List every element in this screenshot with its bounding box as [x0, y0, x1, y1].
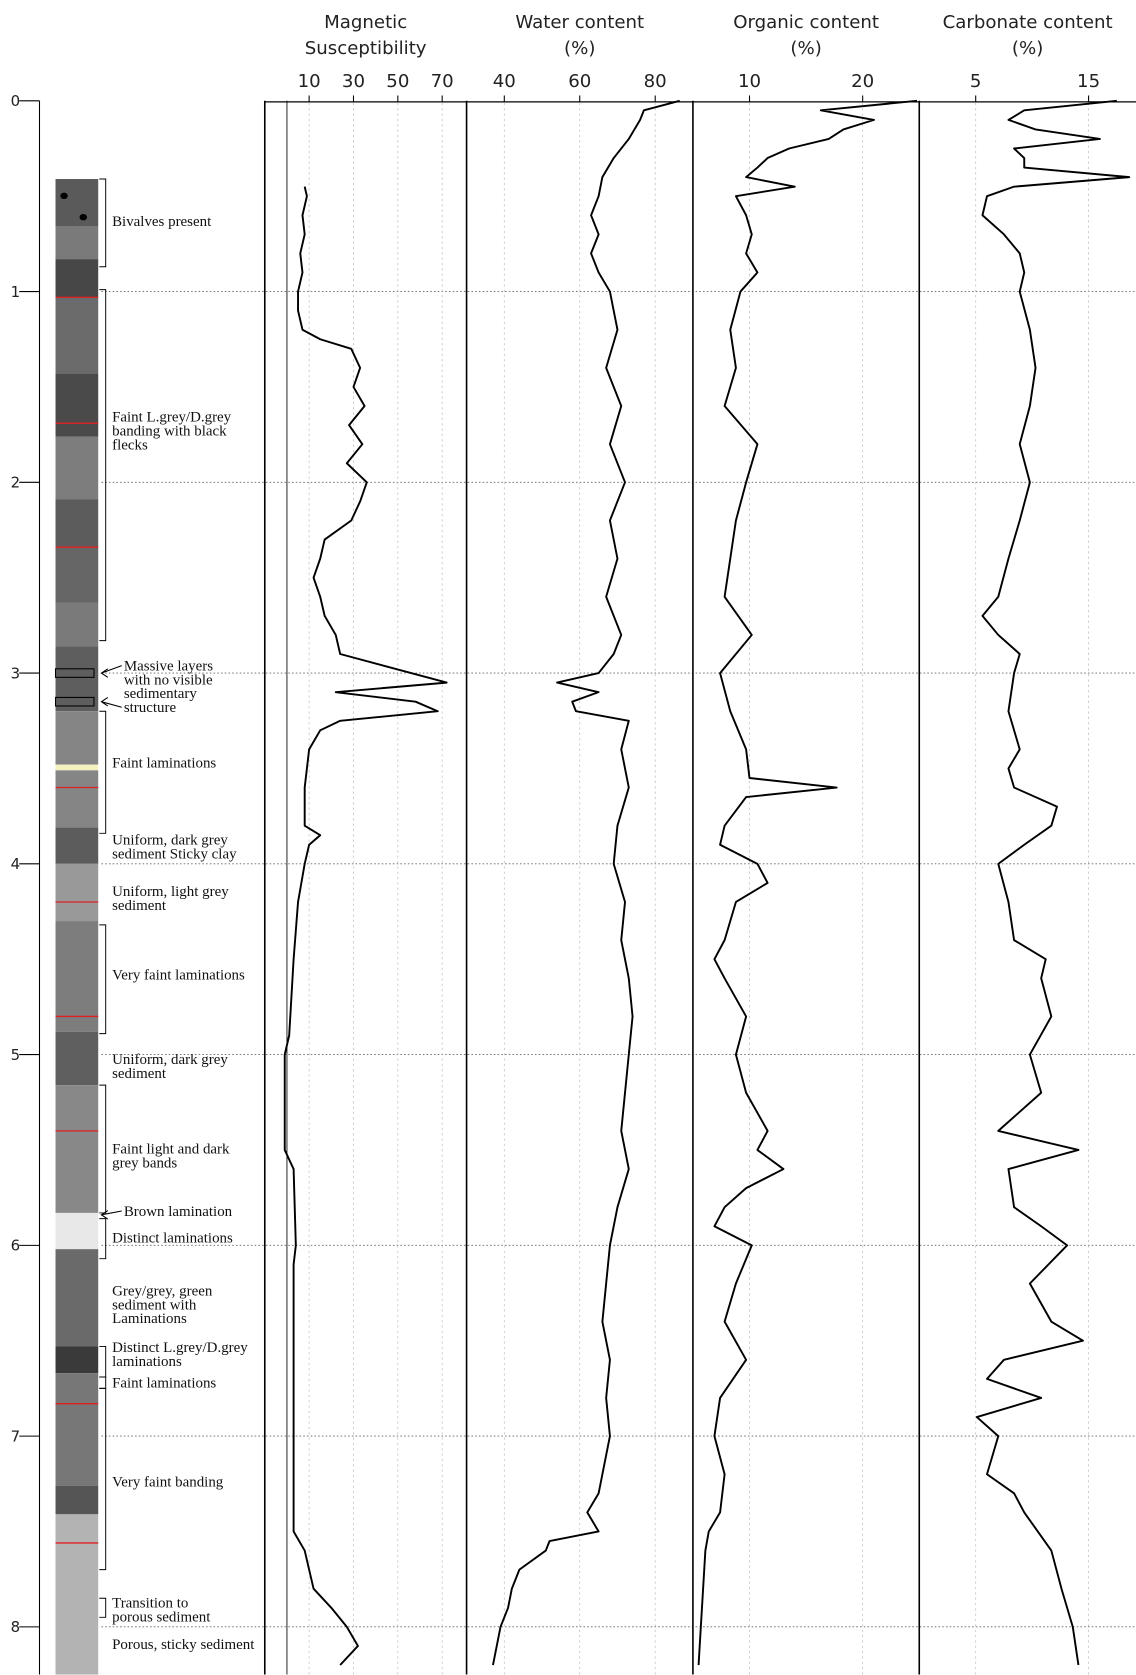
x-tick-label: 20: [851, 71, 874, 92]
core-unit: [56, 770, 99, 827]
description-text: structure: [124, 700, 177, 716]
x-tick-label: 50: [386, 71, 409, 92]
description-text: Bivalves present: [112, 214, 212, 230]
core-unit: [56, 1032, 99, 1085]
description-text: Very faint banding: [112, 1475, 224, 1491]
description-text: Faint laminations: [112, 756, 216, 772]
description-text: Very faint laminations: [112, 967, 245, 983]
description-text: flecks: [112, 438, 148, 454]
figure: 012345678Bivalves presentFaint L.grey/D.…: [0, 0, 1136, 1675]
description-text: Laminations: [112, 1311, 187, 1327]
core-unit: [56, 547, 99, 602]
x-tick-label: 40: [493, 71, 516, 92]
core-unit: [56, 1514, 99, 1674]
depth-tick-label: 6: [11, 1237, 21, 1255]
depth-tick-label: 4: [11, 855, 21, 873]
core-unit: [56, 227, 99, 259]
core-unit: [56, 921, 99, 1032]
x-tick-label: 10: [738, 71, 761, 92]
core-unit: [56, 646, 99, 711]
core-unit: [56, 828, 99, 864]
depth-tick-label: 2: [11, 474, 21, 492]
x-tick-label: 30: [342, 71, 365, 92]
description-text: laminations: [112, 1354, 182, 1370]
core-unit: [56, 179, 99, 227]
bivalve-icon: [80, 214, 87, 220]
description-text: Porous, sticky sediment: [112, 1637, 255, 1653]
core-unit: [56, 499, 99, 547]
x-tick-label: 70: [431, 71, 454, 92]
core-unit: [56, 1249, 99, 1346]
panel-title: Carbonate content: [943, 12, 1113, 33]
core-unit: [56, 374, 99, 437]
panel-title: Magnetic: [324, 12, 407, 33]
depth-tick-label: 0: [11, 92, 21, 110]
bivalve-icon: [60, 193, 67, 199]
description-text: sediment: [112, 1066, 167, 1082]
core-unit: [56, 1213, 99, 1249]
depth-tick-label: 1: [11, 283, 21, 301]
core-unit: [56, 1486, 99, 1515]
panel-title: (%): [1012, 38, 1043, 59]
core-unit: [56, 437, 99, 500]
core-unit: [56, 711, 99, 764]
core-unit: [56, 259, 99, 297]
depth-tick-label: 5: [11, 1046, 21, 1064]
core-unit: [56, 1346, 99, 1373]
description-text: Brown lamination: [124, 1204, 233, 1220]
x-tick-label: 5: [970, 71, 982, 92]
x-tick-label: 60: [568, 71, 591, 92]
description-text: porous sediment: [112, 1609, 211, 1625]
panel-title: Water content: [515, 12, 644, 33]
x-tick-label: 15: [1077, 71, 1100, 92]
depth-tick-label: 7: [11, 1427, 21, 1445]
depth-tick-label: 3: [11, 664, 21, 682]
panel-title: (%): [790, 38, 821, 59]
core-unit: [56, 1373, 99, 1486]
x-tick-label: 80: [644, 71, 667, 92]
core-unit: [56, 602, 99, 646]
description-text: sediment Sticky clay: [112, 846, 237, 862]
panel-title: (%): [564, 38, 595, 59]
core-unit: [56, 1085, 99, 1213]
x-tick-label: 10: [298, 71, 321, 92]
description-text: sediment: [112, 898, 167, 914]
panel-title: Susceptibility: [305, 38, 427, 59]
core-unit: [56, 864, 99, 921]
description-text: grey bands: [112, 1155, 177, 1171]
core-unit: [56, 297, 99, 373]
description-text: Distinct laminations: [112, 1231, 233, 1247]
depth-tick-label: 8: [11, 1618, 21, 1636]
description-text: Faint laminations: [112, 1375, 216, 1391]
panel-title: Organic content: [733, 12, 879, 33]
core-unit: [56, 765, 99, 771]
